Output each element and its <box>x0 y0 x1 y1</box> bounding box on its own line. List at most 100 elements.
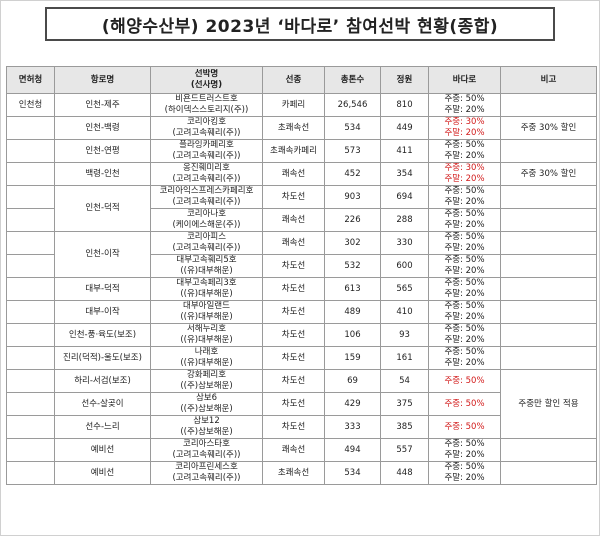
tonnage-cell: 534 <box>324 461 381 485</box>
capacity-cell: 411 <box>380 139 429 163</box>
weekday-rate: 주중: 30% <box>444 117 485 127</box>
badaro-cell: 주중: 30% 주말: 20% <box>428 116 501 140</box>
ship-cell: 플라잉카페리호 (고려고속훼리(주)) <box>150 139 263 163</box>
badaro-cell: 주중: 50% 주말: 20% <box>428 93 501 117</box>
capacity-cell: 410 <box>380 300 429 324</box>
type-cell: 차도선 <box>262 300 325 324</box>
table-row: 진리(덕적)-울도(보조) 나래호 ((유)대부해운) 차도선 159 161 주… <box>6 346 597 370</box>
ship-cell: 삼보6 ((주)삼보해운) <box>150 392 263 416</box>
capacity-cell: 565 <box>380 277 429 301</box>
ship-company: ((유)대부해운) <box>180 335 233 345</box>
header-badaro: 바다로 <box>428 66 501 94</box>
capacity-cell: 54 <box>380 369 429 393</box>
weekday-rate: 주중: 50% <box>444 255 485 265</box>
weekend-rate: 주말: 20% <box>444 151 485 161</box>
table-row: 백령-인천 옹진훼미리호 (고려고속훼리(주)) 쾌속선 452 354 주중: … <box>6 162 597 186</box>
weekend-rate: 주말: 20% <box>444 450 485 460</box>
tonnage-cell: 903 <box>324 185 381 209</box>
region-cell-empty <box>6 438 55 462</box>
note-cell <box>500 231 597 255</box>
weekend-rate: 주말: 20% <box>444 174 485 184</box>
header-tonnage: 총톤수 <box>324 66 381 94</box>
weekday-rate: 주중: 50% <box>444 140 485 150</box>
note-cell: 주중만 할인 적용 <box>500 369 597 439</box>
capacity-cell: 385 <box>380 415 429 439</box>
badaro-cell: 주중: 50% 주말: 20% <box>428 254 501 278</box>
note-cell <box>500 208 597 232</box>
badaro-cell: 주중: 30% 주말: 20% <box>428 162 501 186</box>
capacity-cell: 449 <box>380 116 429 140</box>
table-row: 인천-연평 플라잉카페리호 (고려고속훼리(주)) 초쾌속카페리 573 411 … <box>6 139 597 163</box>
weekend-rate: 주말: 20% <box>444 220 485 230</box>
ship-name: 옹진훼미리호 <box>183 163 230 173</box>
weekday-rate: 주중: 30% <box>444 163 485 173</box>
tonnage-cell: 226 <box>324 208 381 232</box>
type-cell: 쾌속선 <box>262 208 325 232</box>
note-cell <box>500 185 597 209</box>
note-cell <box>500 93 597 117</box>
note-cell <box>500 139 597 163</box>
region-cell-empty <box>6 139 55 163</box>
ship-cell: 코리아프린세스호 (고려고속훼리(주)) <box>150 461 263 485</box>
route-cell: 백령-인천 <box>54 162 151 186</box>
weekend-rate: 주말: 20% <box>444 128 485 138</box>
type-cell: 카페리 <box>262 93 325 117</box>
table-row: 예비선 코리아프린세스호 (고려고속훼리(주)) 초쾌속선 534 448 주중:… <box>6 461 597 485</box>
ship-cell: 코리아익스프레스카페리호 (고려고속훼리(주)) <box>150 185 263 209</box>
ship-company: (케이에스해운(주)) <box>172 220 241 230</box>
capacity-cell: 600 <box>380 254 429 278</box>
ship-cell: 코리아스타호 (고려고속훼리(주)) <box>150 438 263 462</box>
ship-cell: 옹진훼미리호 (고려고속훼리(주)) <box>150 162 263 186</box>
header-region: 면허청 <box>6 66 55 94</box>
ship-company: ((유)대부해운) <box>180 312 233 322</box>
weekday-rate: 주중: 50% <box>444 421 485 432</box>
badaro-cell: 주중: 50% 주말: 20% <box>428 277 501 301</box>
ship-cell: 나래호 ((유)대부해운) <box>150 346 263 370</box>
route-cell: 선수-느리 <box>54 415 151 439</box>
region-cell-empty <box>6 231 55 255</box>
note-cell <box>500 300 597 324</box>
table-row: 인천-덕적 코리아익스프레스카페리호 (고려고속훼리(주)) 차도선 903 69… <box>6 185 597 232</box>
region-cell: 인천청 <box>6 93 55 117</box>
ship-company: (고려고속훼리(주)) <box>172 128 241 138</box>
region-cell-empty <box>6 323 55 347</box>
capacity-cell: 93 <box>380 323 429 347</box>
route-cell: 인천-풍·육도(보조) <box>54 323 151 347</box>
route-cell: 인천-백령 <box>54 116 151 140</box>
weekday-rate: 주중: 50% <box>444 301 485 311</box>
region-cell-empty <box>6 300 55 324</box>
ship-company: ((주)삼보해운) <box>180 381 233 391</box>
page-title: (해양수산부) 2023년 ‘바다로’ 참여선박 현황(종합) <box>101 16 499 37</box>
weekday-rate: 주중: 50% <box>444 439 485 449</box>
capacity-cell: 375 <box>380 392 429 416</box>
table-row: 인천-풍·육도(보조) 서해누리호 ((유)대부해운) 차도선 106 93 주중… <box>6 323 597 347</box>
route-cell: 선수-살곶이 <box>54 392 151 416</box>
region-cell-empty <box>6 208 55 232</box>
weekday-rate: 주중: 50% <box>444 462 485 472</box>
badaro-cell: 주중: 50% <box>428 369 501 393</box>
route-cell: 진리(덕적)-울도(보조) <box>54 346 151 370</box>
route-cell: 하리-서검(보조) <box>54 369 151 393</box>
route-cell: 인천-제주 <box>54 93 151 117</box>
ship-cell: 코리아피스 (고려고속훼리(주)) <box>150 231 263 255</box>
region-cell-empty <box>6 461 55 485</box>
title-box: (해양수산부) 2023년 ‘바다로’ 참여선박 현황(종합) <box>45 7 555 41</box>
weekend-rate: 주말: 20% <box>444 358 485 368</box>
ship-name: 강화페리호 <box>186 370 227 380</box>
weekend-rate: 주말: 20% <box>444 266 485 276</box>
ship-name: 대부고속훼리5호 <box>176 255 237 265</box>
route-cell: 인천-덕적 <box>54 185 151 232</box>
route-cell: 인천-이작 <box>54 231 151 278</box>
note-cell: 주중 30% 할인 <box>500 162 597 186</box>
tonnage-cell: 489 <box>324 300 381 324</box>
route-cell: 예비선 <box>54 461 151 485</box>
tonnage-cell: 532 <box>324 254 381 278</box>
region-cell-empty <box>6 392 55 416</box>
type-cell: 차도선 <box>262 346 325 370</box>
ship-company: (고려고속훼리(주)) <box>172 151 241 161</box>
ship-name: 비욘드트러스트호 <box>175 94 238 104</box>
weekday-rate: 주중: 50% <box>444 347 485 357</box>
badaro-cell: 주중: 50% 주말: 20% <box>428 139 501 163</box>
note-cell <box>500 346 597 370</box>
tonnage-cell: 159 <box>324 346 381 370</box>
